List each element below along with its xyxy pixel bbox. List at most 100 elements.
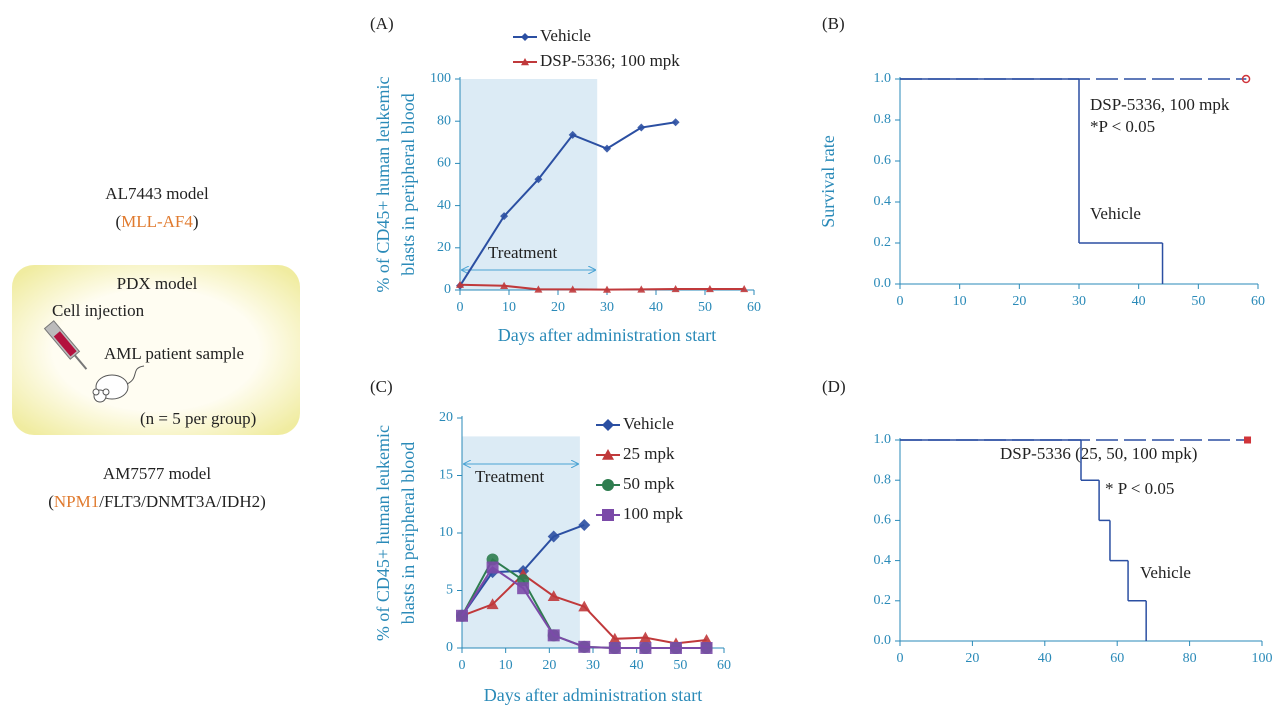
y-tick-label: 0.4: [874, 194, 892, 209]
y-tick-label: 40: [437, 198, 451, 213]
y-tick-label: 0.2: [874, 235, 892, 250]
model-genes: (NPM1/FLT3/DNMT3A/IDH2): [48, 492, 266, 511]
legend-marker: [521, 33, 529, 41]
y-tick-label: 100: [430, 71, 451, 86]
legend-marker: [602, 419, 614, 431]
y-tick-label: 80: [437, 113, 451, 128]
x-tick-label: 40: [649, 300, 663, 315]
data-point: [456, 280, 464, 288]
model-name: AM7577 model: [103, 464, 211, 483]
x-tick-label: 10: [502, 300, 516, 315]
y-tick-label: 60: [437, 156, 451, 171]
x-axis-label: Days after administration start: [484, 685, 702, 705]
data-point: [517, 582, 530, 595]
x-tick-label: 40: [1132, 294, 1146, 309]
data-point: [671, 118, 680, 127]
pdx-box: [12, 265, 300, 435]
legend-marker: [602, 479, 614, 491]
legend-label: DSP-5336; 100 mpk: [540, 51, 680, 70]
data-point: [603, 285, 611, 293]
data-point: [547, 590, 560, 602]
data-point: [534, 285, 543, 293]
x-tick-label: 50: [1191, 294, 1205, 309]
paren: ): [193, 212, 199, 231]
x-tick-label: 30: [600, 300, 614, 315]
legend-marker: [521, 58, 529, 66]
data-point: [671, 284, 680, 293]
paren: (: [48, 492, 54, 511]
sample-label: AML patient sample: [104, 344, 244, 363]
data-point: [534, 175, 543, 184]
annotation: *P < 0.05: [1090, 117, 1155, 136]
x-tick-label: 40: [630, 658, 644, 673]
x-tick-label: 80: [1183, 651, 1197, 666]
annotation: Treatment: [488, 243, 558, 262]
panel-label: (B): [822, 14, 845, 33]
annotation: * P < 0.05: [1105, 479, 1174, 498]
data-point: [456, 609, 468, 622]
y-axis-label: % of CD45+ human leukemic: [373, 76, 393, 292]
x-tick-label: 20: [542, 658, 556, 673]
data-point: [547, 530, 560, 543]
data-point: [740, 284, 749, 293]
y-tick-label: 20: [437, 240, 451, 255]
x-tick-label: 20: [551, 300, 565, 315]
x-tick-label: 60: [1110, 651, 1124, 666]
y-tick-label: 0.8: [874, 472, 892, 487]
y-axis-label: % of CD45+ human leukemic: [373, 425, 393, 641]
x-tick-label: 40: [1038, 651, 1052, 666]
x-tick-label: 60: [717, 658, 731, 673]
x-tick-label: 0: [459, 658, 466, 673]
y-tick-label: 0: [444, 282, 451, 297]
legend-label: Vehicle: [540, 26, 591, 45]
censor-mark: [1241, 74, 1251, 84]
data-point: [637, 285, 646, 293]
y-tick-label: 1.0: [874, 71, 892, 86]
data-point: [578, 600, 591, 612]
x-tick-label: 0: [897, 651, 904, 666]
data-point: [637, 123, 646, 132]
data-point: [500, 281, 509, 289]
data-point: [486, 598, 499, 610]
panel-label: (A): [370, 14, 394, 33]
y-tick-label: 0.4: [874, 553, 892, 568]
x-tick-label: 10: [499, 658, 513, 673]
treatment-shade: [462, 436, 580, 648]
legend-marker: [602, 449, 614, 460]
y-axis-label: Survival rate: [818, 135, 838, 227]
y-tick-label: 0: [446, 640, 453, 655]
y-tick-label: 5: [446, 583, 453, 598]
model-name: AL7443 model: [105, 184, 209, 203]
syringe: [43, 320, 88, 370]
data-point: [608, 632, 621, 644]
y-tick-label: 10: [439, 525, 453, 540]
paren: (: [115, 212, 121, 231]
y-axis-label: blasts in peripheral blood: [398, 442, 418, 624]
model-genes: (MLL-AF4): [115, 212, 198, 231]
x-tick-label: 0: [897, 294, 904, 309]
y-axis-label: blasts in peripheral blood: [398, 93, 418, 275]
data-point: [547, 629, 560, 642]
legend-label: 25 mpk: [623, 444, 675, 463]
legend-marker: [602, 509, 614, 521]
legend-label: 50 mpk: [623, 474, 675, 493]
data-point: [578, 640, 591, 653]
y-tick-label: 1.0: [874, 432, 892, 447]
x-tick-label: 100: [1252, 651, 1273, 666]
data-point: [669, 642, 682, 654]
data-point: [500, 212, 509, 221]
y-tick-label: 0.2: [874, 593, 892, 608]
y-tick-label: 0.0: [874, 633, 892, 648]
x-tick-label: 30: [1072, 294, 1086, 309]
gene: MLL-AF4: [121, 212, 193, 231]
genes: /FLT3/DNMT3A/IDH2): [99, 492, 266, 511]
data-point: [578, 518, 591, 531]
y-tick-label: 0.8: [874, 112, 892, 127]
y-tick-label: 0.6: [874, 153, 892, 168]
x-tick-label: 60: [1251, 294, 1265, 309]
legend-label: 100 mpk: [623, 504, 683, 523]
data-point: [486, 561, 499, 574]
injection-label: Cell injection: [52, 301, 145, 320]
